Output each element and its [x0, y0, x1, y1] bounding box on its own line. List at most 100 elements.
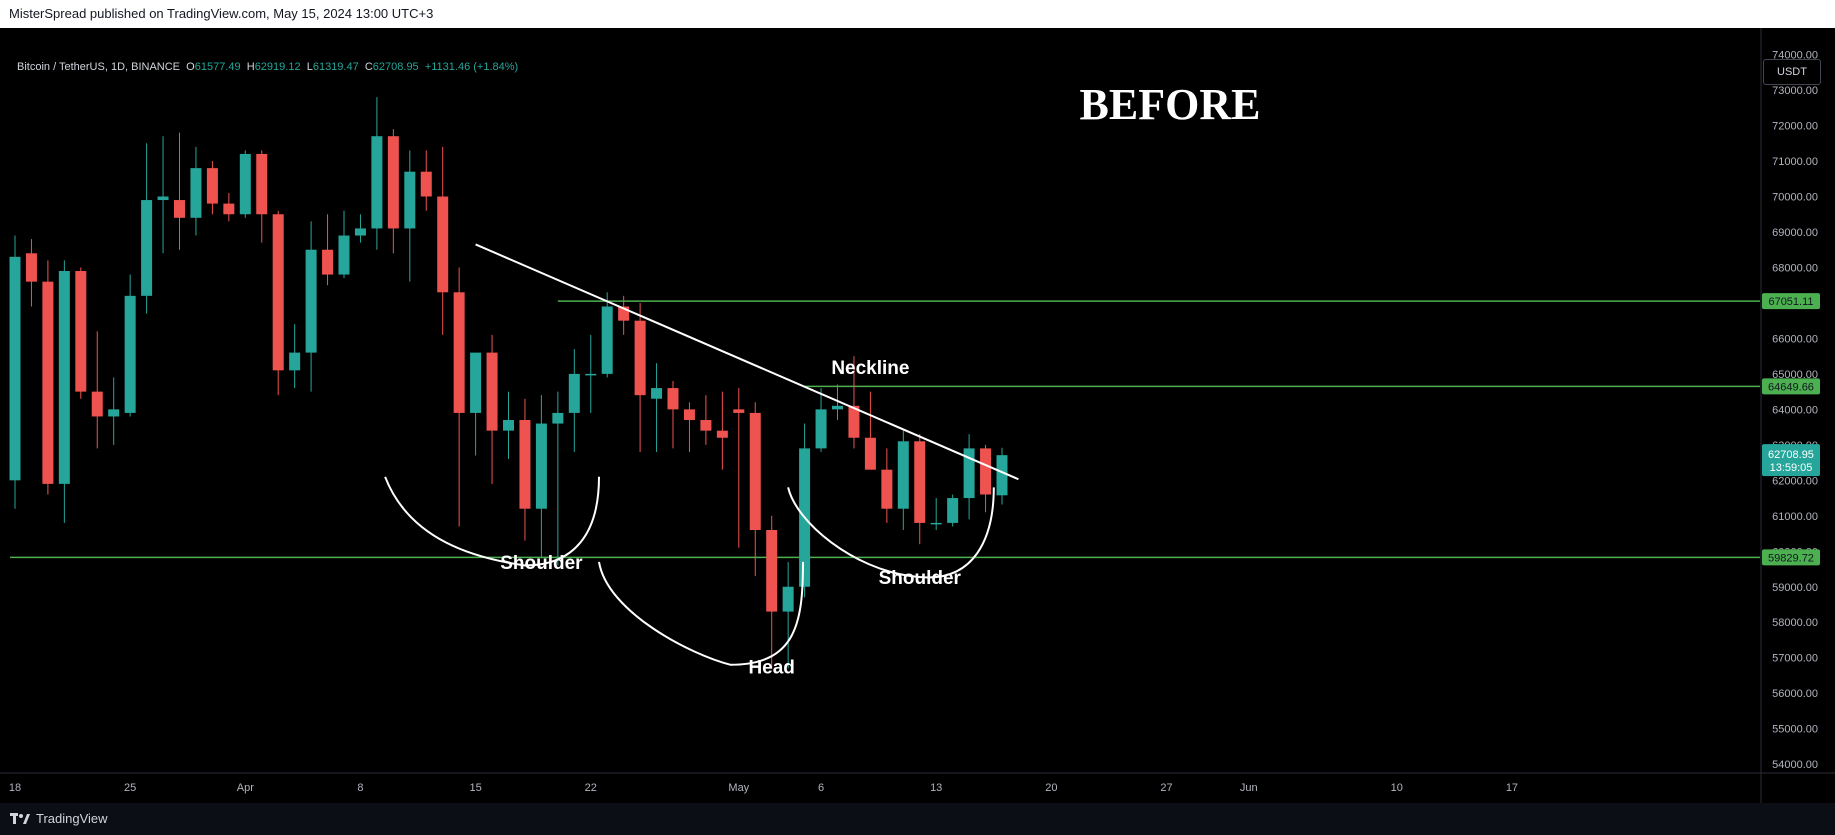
footer-bar: TradingView — [0, 803, 1835, 835]
candle-body — [881, 469, 893, 509]
y-tick-label: 54000.00 — [1772, 759, 1818, 771]
candle-body — [486, 352, 498, 431]
candle-body — [141, 200, 153, 296]
candle-body — [815, 409, 827, 449]
candle-body — [683, 409, 695, 421]
x-tick-label: 27 — [1160, 782, 1172, 794]
candle-body — [733, 409, 745, 413]
candle-body — [618, 306, 630, 321]
level-price-label: 64649.66 — [1768, 381, 1814, 393]
candle-body — [404, 171, 416, 229]
candle-body — [239, 153, 251, 215]
pattern-curve — [598, 561, 804, 666]
candle-body — [914, 441, 926, 523]
pattern-annotation: Neckline — [831, 358, 909, 379]
candle-body — [9, 256, 21, 481]
pattern-annotation: Shoulder — [500, 553, 583, 574]
publish-header: MisterSpread published on TradingView.co… — [0, 0, 1835, 28]
x-tick-label: 17 — [1506, 782, 1518, 794]
candle-body — [864, 437, 876, 470]
y-tick-label: 71000.00 — [1772, 156, 1818, 168]
level-price-tag — [1762, 293, 1820, 310]
x-tick-label: 15 — [469, 782, 481, 794]
pattern-drawings: Neckline Shoulder Head Shoulder — [384, 243, 1019, 679]
y-tick-label: 73000.00 — [1772, 85, 1818, 97]
x-tick-label: May — [728, 782, 749, 794]
candle-body — [634, 320, 646, 396]
candlestick-chart[interactable]: Neckline Shoulder Head Shoulder 54000.00 550… — [0, 28, 1835, 803]
symbol-name: Bitcoin / TetherUS, 1D, BINANCE — [17, 61, 181, 73]
candle-body — [848, 405, 860, 438]
y-tick-label: 66000.00 — [1772, 333, 1818, 345]
x-tick-label: 18 — [9, 782, 21, 794]
candle-body — [749, 412, 761, 530]
candle-body — [980, 448, 992, 495]
low-label: L — [306, 61, 313, 73]
pattern-curve — [787, 487, 995, 579]
candle-body — [256, 153, 268, 215]
candle-body — [782, 586, 794, 612]
y-tick-label: 61000.00 — [1772, 511, 1818, 523]
candle-body — [716, 430, 728, 438]
symbol-legend: Bitcoin / TetherUS, 1D, BINANCE O61577.4… — [17, 61, 518, 73]
candle-body — [387, 136, 399, 229]
x-tick-label: 10 — [1391, 782, 1403, 794]
candle-body — [75, 271, 87, 392]
grid — [0, 28, 1835, 803]
candles — [9, 97, 1008, 669]
candle-body — [601, 306, 613, 374]
y-tick-label: 69000.00 — [1772, 227, 1818, 239]
x-tick-label: 22 — [585, 782, 597, 794]
candle-body — [667, 388, 679, 410]
candle-body — [91, 391, 103, 417]
candle-body — [157, 196, 169, 201]
currency-button[interactable]: USDT — [1763, 59, 1821, 85]
candle-body — [700, 420, 712, 431]
y-tick-label: 55000.00 — [1772, 724, 1818, 736]
publish-text: MisterSpread published on TradingView.co… — [9, 6, 434, 21]
candle-body — [305, 249, 317, 353]
last-price-label: 62708.95 — [1768, 449, 1814, 461]
tradingview-logo-icon — [10, 812, 30, 824]
countdown-label: 13:59:05 — [1770, 462, 1813, 474]
candle-body — [25, 253, 37, 282]
candle-body — [519, 420, 531, 509]
brand-name: TradingView — [36, 811, 108, 826]
price-axis: 54000.00 55000.00 56000.00 57000.00 58000.00… — [1762, 50, 1820, 771]
x-tick-label: 20 — [1045, 782, 1057, 794]
brand[interactable]: TradingView — [10, 811, 108, 826]
candle-body — [190, 168, 202, 218]
candle-body — [174, 200, 185, 218]
x-tick-label: 25 — [124, 782, 136, 794]
chart-title: BEFORE — [1080, 80, 1261, 129]
candle-body — [503, 420, 514, 431]
y-tick-label: 59000.00 — [1772, 582, 1818, 594]
y-tick-label: 74000.00 — [1772, 50, 1818, 62]
x-tick-label: 6 — [818, 782, 824, 794]
high-value: 62919.12 — [254, 61, 301, 73]
x-tick-label: Apr — [237, 782, 254, 794]
level-price-tag — [1762, 549, 1820, 566]
pattern-annotation: Shoulder — [879, 568, 962, 589]
x-tick-label: 8 — [357, 782, 363, 794]
candle-body — [651, 388, 663, 399]
time-axis: 18 25 Apr 8 15 22 May 6 13 20 27 Jun 10 17 — [9, 782, 1518, 794]
pattern-curve — [384, 476, 600, 567]
candle-body — [453, 292, 465, 413]
candle-body — [371, 136, 383, 229]
candle-body — [108, 409, 120, 417]
x-tick-label: 13 — [930, 782, 942, 794]
chart-area[interactable]: Neckline Shoulder Head Shoulder 54000.00 550… — [0, 28, 1835, 803]
candle-body — [585, 373, 597, 376]
candle-body — [470, 352, 482, 413]
y-tick-label: 64000.00 — [1772, 404, 1818, 416]
y-tick-label: 57000.00 — [1772, 653, 1818, 665]
candle-body — [42, 281, 54, 484]
x-tick-label: Jun — [1240, 782, 1258, 794]
candle-body — [947, 498, 959, 523]
y-tick-label: 70000.00 — [1772, 192, 1818, 204]
y-tick-label: 65000.00 — [1772, 369, 1818, 381]
candle-body — [996, 455, 1008, 496]
high-label: H — [246, 61, 255, 73]
close-label: C — [364, 61, 373, 73]
